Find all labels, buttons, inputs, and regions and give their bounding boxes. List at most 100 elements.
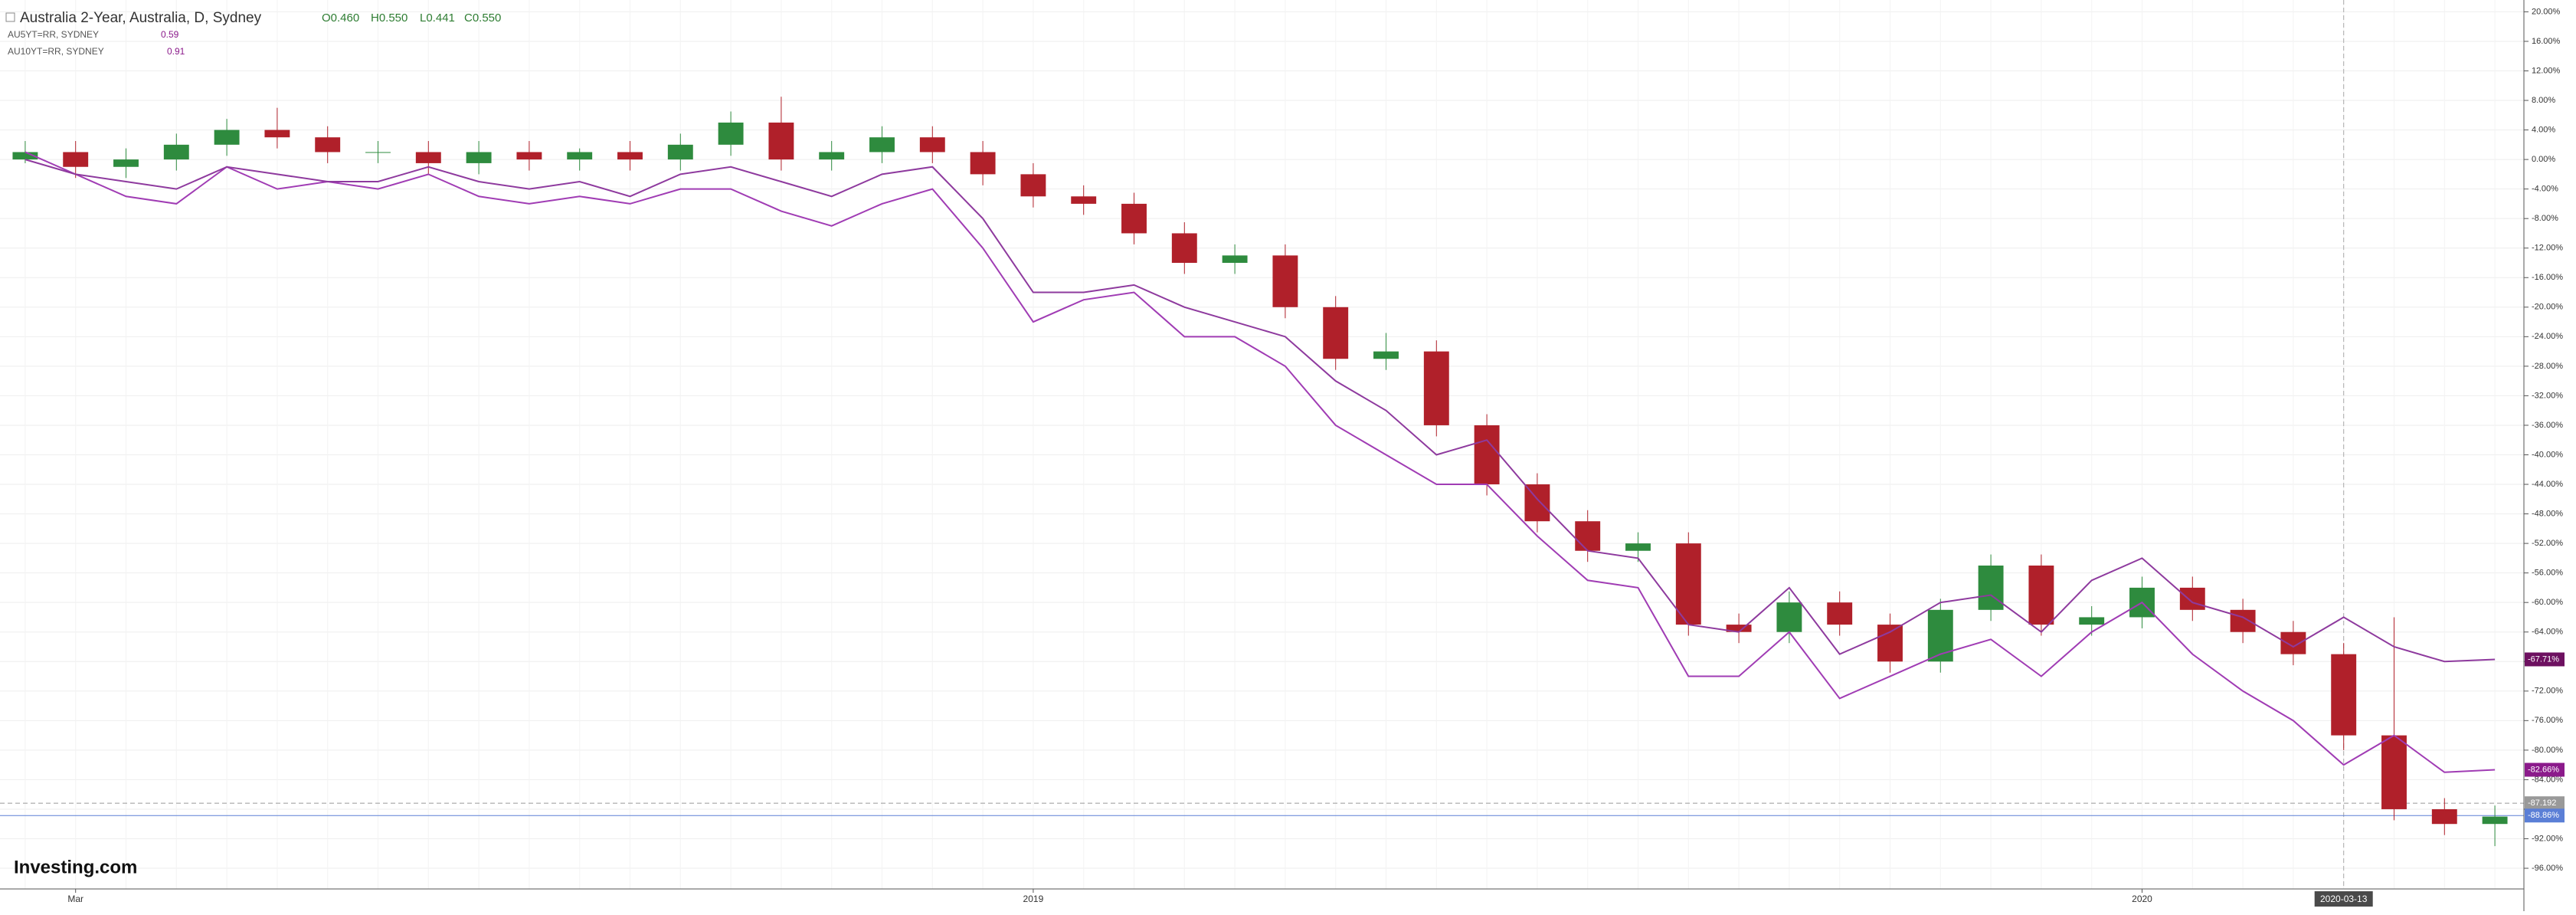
price-label-bg	[2525, 808, 2565, 823]
candle-body	[1323, 307, 1349, 359]
candle-body	[63, 152, 89, 167]
plot	[0, 0, 2524, 889]
y-tick-label: 8.00%	[2532, 96, 2555, 105]
legend-value: 0.59	[161, 29, 179, 40]
candle-body	[2482, 816, 2508, 825]
candle-body	[163, 144, 189, 160]
y-tick-label: 16.00%	[2532, 37, 2561, 46]
crosshair-label-bg	[2314, 891, 2373, 907]
candle-body	[415, 152, 441, 163]
y-tick-label: -20.00%	[2532, 303, 2563, 312]
candle-body	[2280, 631, 2306, 654]
candle-body	[214, 130, 240, 145]
candle-body	[2179, 587, 2205, 610]
y-tick-label: -80.00%	[2532, 746, 2563, 755]
last-label: -82.66%	[2528, 765, 2559, 774]
legend: Australia 2-Year, Australia, D, Sydney O…	[5, 10, 501, 57]
grid	[0, 0, 2524, 889]
ohlc: C0.550	[464, 11, 501, 25]
ohlc: H0.550	[371, 11, 408, 25]
candle-body	[1575, 521, 1601, 551]
candle-body	[1121, 203, 1147, 234]
y-tick-label: -40.00%	[2532, 450, 2563, 459]
price-label-bg	[2525, 796, 2565, 811]
candle-body	[2381, 735, 2407, 809]
y-tick-label: -44.00%	[2532, 480, 2563, 489]
price-label: -88.86%	[2528, 811, 2559, 820]
candle-body	[1272, 255, 1298, 307]
legend-title[interactable]: Australia 2-Year, Australia, D, Sydney	[20, 10, 262, 26]
candle-body	[2331, 654, 2357, 736]
y-tick-label: -12.00%	[2532, 244, 2563, 253]
candle-body	[869, 137, 895, 152]
candle-body	[1423, 351, 1449, 425]
y-tick-label: -48.00%	[2532, 509, 2563, 518]
x-tick-label: Mar	[67, 894, 83, 904]
legend-icon	[5, 12, 15, 22]
candle-body	[1978, 566, 2004, 610]
y-tick-label: -36.00%	[2532, 421, 2563, 430]
candle-body	[1776, 602, 1802, 632]
y-tick-label: 12.00%	[2532, 66, 2561, 75]
candle-body	[315, 137, 341, 152]
y-tick-label: -28.00%	[2532, 362, 2563, 371]
candle-body	[667, 144, 693, 160]
candle-body	[12, 152, 38, 160]
candle-body	[1222, 255, 1248, 263]
last-label-bg	[2525, 652, 2565, 667]
candle-body	[718, 122, 744, 145]
ohlc: L0.441	[420, 11, 455, 25]
candle-body	[1020, 174, 1046, 197]
series-line	[25, 151, 2496, 773]
candle-body	[970, 152, 996, 175]
y-tick-label: -16.00%	[2532, 273, 2563, 282]
candle-body	[1625, 543, 1651, 551]
axes: -96.00%-92.00%-88.00%-84.00%-80.00%-76.0…	[67, 7, 2565, 907]
candle-body	[1524, 484, 1550, 522]
x-tick-label: 2020	[2132, 894, 2152, 904]
candle-body	[2230, 609, 2256, 632]
candle-body	[1877, 625, 1903, 662]
legend-value: 0.91	[167, 46, 185, 57]
legend-entry[interactable]: AU5YT=RR, SYDNEY	[8, 29, 99, 40]
last-label: -67.71%	[2528, 654, 2559, 664]
y-tick-label: -32.00%	[2532, 391, 2563, 400]
y-tick-label: -96.00%	[2532, 864, 2563, 873]
candle-body	[113, 159, 139, 167]
candle-body	[2079, 617, 2105, 625]
y-tick-label: -8.00%	[2532, 214, 2558, 223]
candle-body	[264, 130, 290, 138]
y-tick-label: -84.00%	[2532, 775, 2563, 784]
watermark: Investing.com	[14, 857, 137, 877]
y-tick-label: 20.00%	[2532, 7, 2561, 16]
y-tick-label: -76.00%	[2532, 716, 2563, 725]
candle-body	[567, 152, 593, 160]
y-tick-label: -92.00%	[2532, 834, 2563, 843]
legend-entry[interactable]: AU10YT=RR, SYDNEY	[8, 46, 104, 57]
candle-body	[1071, 196, 1097, 204]
candle-body	[1474, 425, 1500, 485]
y-tick-label: -64.00%	[2532, 628, 2563, 637]
candle-body	[1827, 602, 1853, 625]
y-tick-label: 0.00%	[2532, 155, 2555, 164]
candle-body	[617, 152, 643, 160]
y-tick-label: -56.00%	[2532, 569, 2563, 578]
y-tick-label: -72.00%	[2532, 687, 2563, 696]
y-tick-label: -24.00%	[2532, 332, 2563, 341]
candle-body	[768, 122, 794, 160]
candle-body	[516, 152, 542, 160]
candle-body	[2028, 566, 2054, 625]
last-label-bg	[2525, 762, 2565, 777]
y-tick-label: -4.00%	[2532, 185, 2558, 194]
candle-body	[1726, 625, 1752, 632]
ohlc: O0.460	[322, 11, 359, 25]
price-label: -87.192	[2528, 799, 2556, 808]
candle-body	[2431, 808, 2457, 825]
candle-body	[1927, 609, 1953, 662]
candle-body	[819, 152, 845, 160]
candle-body	[919, 137, 945, 152]
y-tick-label: -52.00%	[2532, 539, 2563, 548]
